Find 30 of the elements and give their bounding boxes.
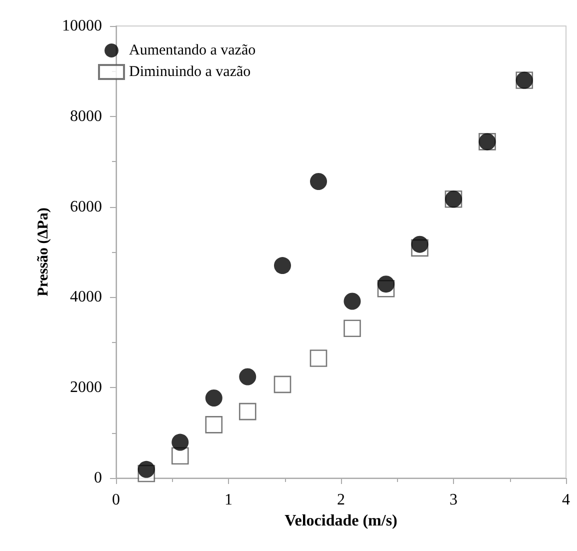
point (238, 402, 256, 420)
y-tick-label: 10000 (62, 18, 102, 34)
x-tick-label: 1 (224, 492, 232, 508)
point (274, 257, 291, 274)
x-tick-label: 3 (450, 492, 458, 508)
y-axis-title: Pressão (ΔPa) (36, 208, 52, 296)
y-tick-label: 0 (94, 470, 102, 486)
y-tick-label: 4000 (70, 288, 102, 306)
point (274, 376, 292, 394)
legend-label: Diminuindo a vazão (129, 64, 251, 80)
y-tick-label: 2000 (70, 379, 102, 396)
x-tick-label: 0 (112, 492, 120, 508)
point (411, 236, 428, 253)
x-axis-title: Velocidade (m/s) (284, 512, 398, 530)
point (171, 447, 189, 464)
y-tick-label: 6000 (70, 198, 102, 216)
y-tick-label: 8000 (70, 108, 102, 125)
point (172, 434, 189, 451)
point (310, 350, 328, 367)
legend-label: Aumentando a vazão (129, 42, 256, 58)
point (344, 292, 361, 310)
point (344, 320, 361, 338)
point (205, 390, 222, 406)
x-tick-label: 2 (337, 492, 345, 508)
point (239, 368, 256, 386)
point (205, 416, 223, 434)
point (138, 460, 155, 478)
x-tick-label: 4 (562, 492, 570, 508)
point (378, 276, 394, 293)
point (310, 172, 327, 190)
